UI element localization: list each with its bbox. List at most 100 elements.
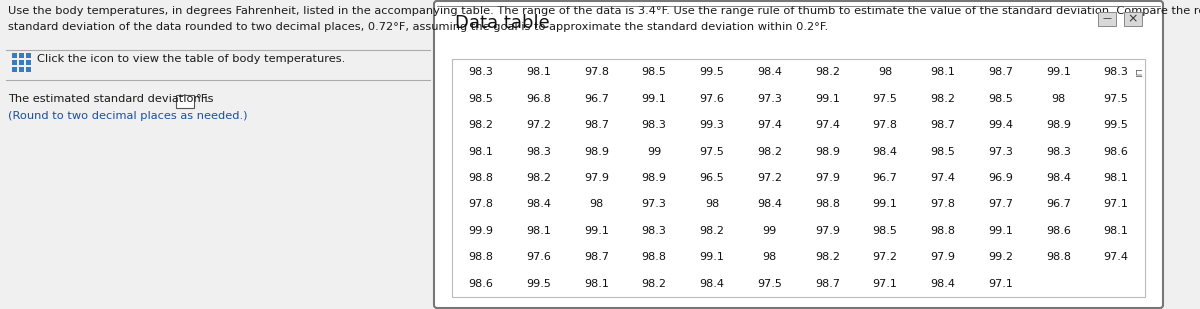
Text: 97.8: 97.8	[468, 199, 493, 210]
Text: 98.9: 98.9	[1046, 120, 1070, 130]
Bar	[1098, 12, 1116, 26]
Bar	[12, 67, 17, 72]
Text: 98.8: 98.8	[468, 252, 493, 262]
Text: 96.7: 96.7	[1046, 199, 1070, 210]
Text: 98.1: 98.1	[584, 279, 608, 289]
Text: 98.6: 98.6	[468, 279, 493, 289]
Text: 98.3: 98.3	[642, 120, 666, 130]
Text: 98: 98	[589, 199, 604, 210]
Text: 97.4: 97.4	[757, 120, 782, 130]
Text: 97.4: 97.4	[815, 120, 840, 130]
Text: 98.2: 98.2	[815, 252, 840, 262]
Text: 98.2: 98.2	[526, 173, 551, 183]
Text: 98.2: 98.2	[642, 279, 667, 289]
Text: 97.8: 97.8	[584, 67, 608, 77]
Text: 98.5: 98.5	[988, 94, 1013, 104]
Text: 98.9: 98.9	[584, 146, 608, 157]
Text: 98.5: 98.5	[642, 67, 666, 77]
Text: 98.3: 98.3	[1104, 67, 1128, 77]
Text: Click the icon to view the table of body temperatures.: Click the icon to view the table of body…	[37, 53, 346, 64]
Text: 98.1: 98.1	[930, 67, 955, 77]
Text: 98.1: 98.1	[1104, 226, 1128, 236]
Text: 99.1: 99.1	[584, 226, 608, 236]
Text: 98.1: 98.1	[526, 226, 551, 236]
Text: 98.7: 98.7	[930, 120, 955, 130]
Text: 97.5: 97.5	[700, 146, 725, 157]
Text: (Round to two decimal places as needed.): (Round to two decimal places as needed.)	[8, 111, 247, 121]
Text: 96.9: 96.9	[988, 173, 1013, 183]
Text: 98.5: 98.5	[930, 146, 955, 157]
Text: 98.5: 98.5	[872, 226, 898, 236]
Text: 98.8: 98.8	[1046, 252, 1070, 262]
Text: 97.9: 97.9	[930, 252, 955, 262]
Text: —: —	[1103, 15, 1111, 23]
Bar	[452, 59, 1145, 297]
Bar	[12, 53, 17, 58]
Text: standard deviation of the data rounded to two decimal places, 0.72°F, assuming t: standard deviation of the data rounded t…	[8, 22, 828, 32]
Text: 98.8: 98.8	[642, 252, 667, 262]
Text: 97.1: 97.1	[872, 279, 898, 289]
Text: 96.7: 96.7	[584, 94, 608, 104]
Bar	[1124, 12, 1142, 26]
Bar	[12, 60, 17, 65]
Text: 99.1: 99.1	[700, 252, 725, 262]
Text: 97.4: 97.4	[930, 173, 955, 183]
Text: 99.5: 99.5	[526, 279, 551, 289]
Text: 99.9: 99.9	[468, 226, 493, 236]
Text: 97.9: 97.9	[584, 173, 608, 183]
Bar	[19, 60, 24, 65]
Text: 98.6: 98.6	[1046, 226, 1070, 236]
Bar	[19, 67, 24, 72]
Text: 97.2: 97.2	[872, 252, 898, 262]
Text: 97.6: 97.6	[700, 94, 725, 104]
Text: 99.1: 99.1	[815, 94, 840, 104]
Text: 98.4: 98.4	[757, 199, 782, 210]
Text: 96.8: 96.8	[526, 94, 551, 104]
Text: 99.1: 99.1	[988, 226, 1013, 236]
Text: 97.8: 97.8	[930, 199, 955, 210]
Bar	[26, 67, 31, 72]
Text: 97.9: 97.9	[815, 173, 840, 183]
Text: 98.4: 98.4	[757, 67, 782, 77]
Text: 98.2: 98.2	[930, 94, 955, 104]
Text: 98.4: 98.4	[526, 199, 551, 210]
Text: 97.6: 97.6	[526, 252, 551, 262]
Text: 98.9: 98.9	[642, 173, 667, 183]
Text: 98: 98	[762, 252, 776, 262]
Text: 97.1: 97.1	[1104, 199, 1128, 210]
Text: 99.1: 99.1	[872, 199, 898, 210]
Text: 98.3: 98.3	[642, 226, 666, 236]
Text: 98.2: 98.2	[468, 120, 493, 130]
Text: 98.2: 98.2	[815, 67, 840, 77]
Text: 99.5: 99.5	[700, 67, 725, 77]
Text: 98.7: 98.7	[988, 67, 1013, 77]
Text: 98.9: 98.9	[815, 146, 840, 157]
Text: 99.1: 99.1	[1046, 67, 1070, 77]
Text: 99.5: 99.5	[1104, 120, 1128, 130]
Text: 98: 98	[704, 199, 719, 210]
Text: 98.7: 98.7	[584, 252, 608, 262]
Text: 98.2: 98.2	[757, 146, 782, 157]
Text: 97.9: 97.9	[815, 226, 840, 236]
Text: 99.2: 99.2	[988, 252, 1013, 262]
Text: 97.8: 97.8	[872, 120, 898, 130]
Text: 98.5: 98.5	[468, 94, 493, 104]
Text: 98.3: 98.3	[468, 67, 493, 77]
Text: ⊑: ⊑	[1135, 67, 1144, 77]
Text: 97.5: 97.5	[872, 94, 898, 104]
Text: 99: 99	[762, 226, 776, 236]
Text: 98.8: 98.8	[815, 199, 840, 210]
Text: 98.7: 98.7	[815, 279, 840, 289]
Text: 98.3: 98.3	[526, 146, 551, 157]
Text: 97.1: 97.1	[988, 279, 1013, 289]
Text: 98.1: 98.1	[1104, 173, 1128, 183]
Text: Use the body temperatures, in degrees Fahrenheit, listed in the accompanying tab: Use the body temperatures, in degrees Fa…	[8, 6, 1200, 16]
Text: 96.5: 96.5	[700, 173, 725, 183]
Text: 98.1: 98.1	[468, 146, 493, 157]
Bar	[26, 53, 31, 58]
Text: 98.7: 98.7	[584, 120, 608, 130]
Text: 99.4: 99.4	[988, 120, 1013, 130]
Text: 99: 99	[647, 146, 661, 157]
Text: 97.7: 97.7	[988, 199, 1013, 210]
Text: 97.5: 97.5	[1104, 94, 1128, 104]
